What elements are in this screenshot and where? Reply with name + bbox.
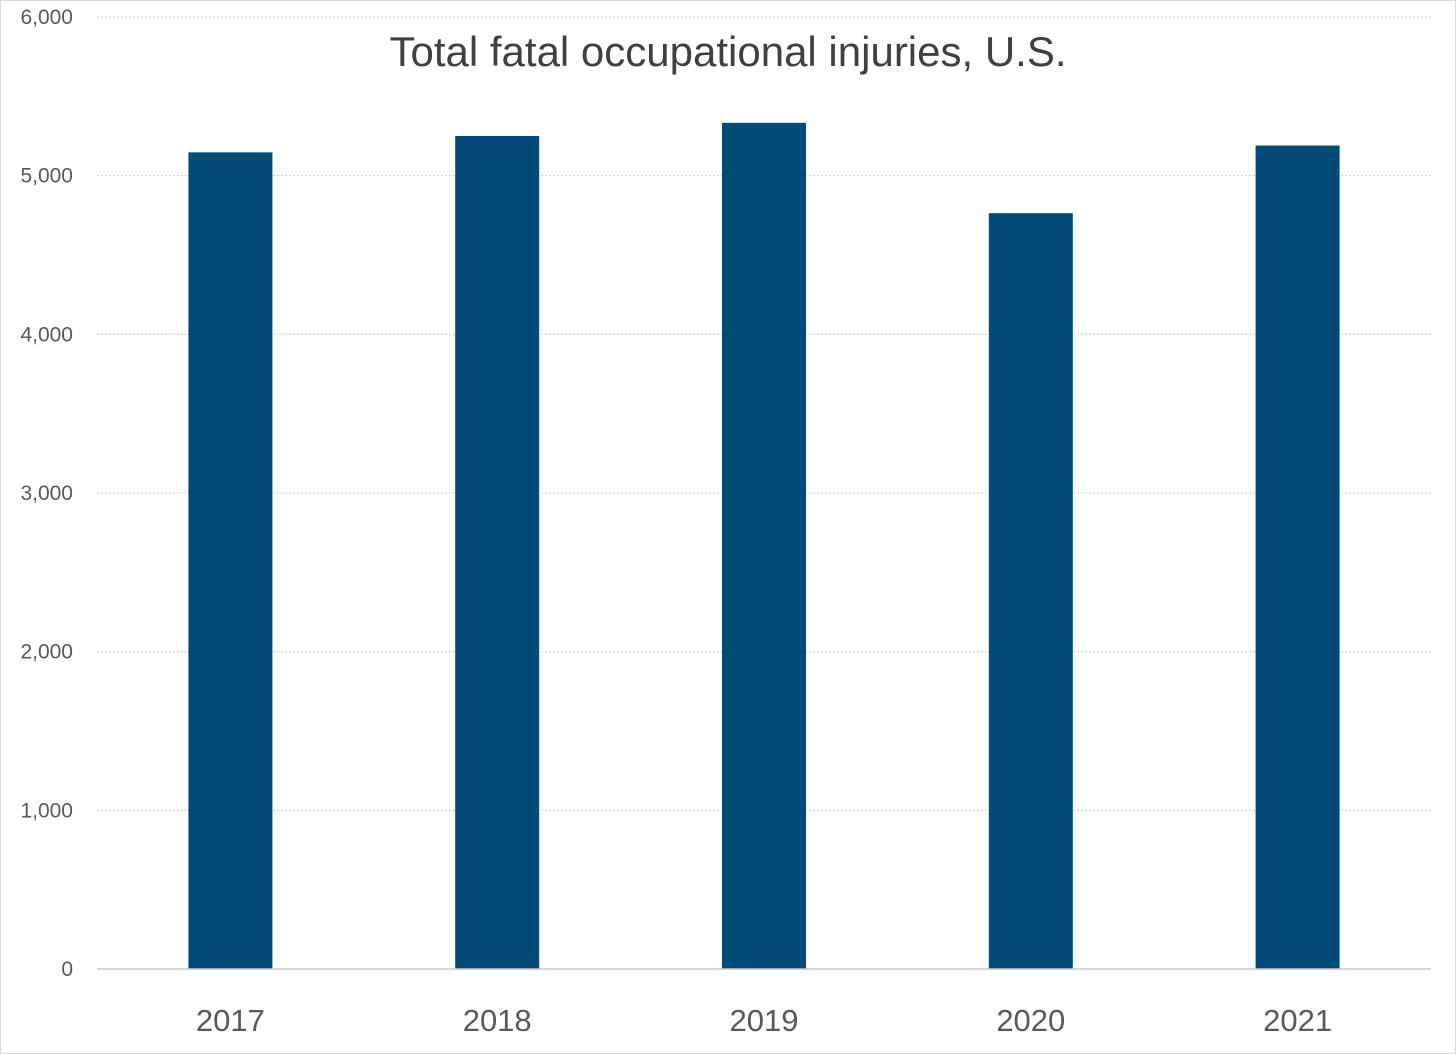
y-tick-label: 1,000 — [20, 799, 73, 822]
y-tick-label: 4,000 — [20, 323, 73, 346]
bars — [188, 122, 1340, 970]
bar-2017 — [188, 152, 273, 970]
bar-2021 — [1255, 145, 1340, 969]
y-tick-label: 3,000 — [20, 482, 73, 505]
x-axis-tick-labels: 2017 2018 2019 2020 2021 — [196, 1003, 1332, 1038]
x-tick-label: 2018 — [463, 1003, 532, 1038]
y-tick-label: 2,000 — [20, 641, 73, 664]
x-tick-label: 2021 — [1263, 1003, 1332, 1038]
chart-title: Total fatal occupational injuries, U.S. — [389, 28, 1066, 75]
x-tick-label: 2017 — [196, 1003, 265, 1038]
bar-2020 — [988, 213, 1073, 969]
bar-2019 — [722, 122, 806, 969]
x-tick-label: 2019 — [730, 1003, 799, 1038]
y-tick-label: 5,000 — [20, 165, 73, 188]
y-axis-tick-labels: 0 1,000 2,000 3,000 4,000 5,000 6,000 — [20, 6, 73, 981]
y-tick-label: 6,000 — [20, 6, 73, 29]
x-tick-label: 2020 — [996, 1003, 1065, 1038]
bar-2018 — [455, 136, 540, 969]
y-tick-label: 0 — [61, 958, 73, 981]
